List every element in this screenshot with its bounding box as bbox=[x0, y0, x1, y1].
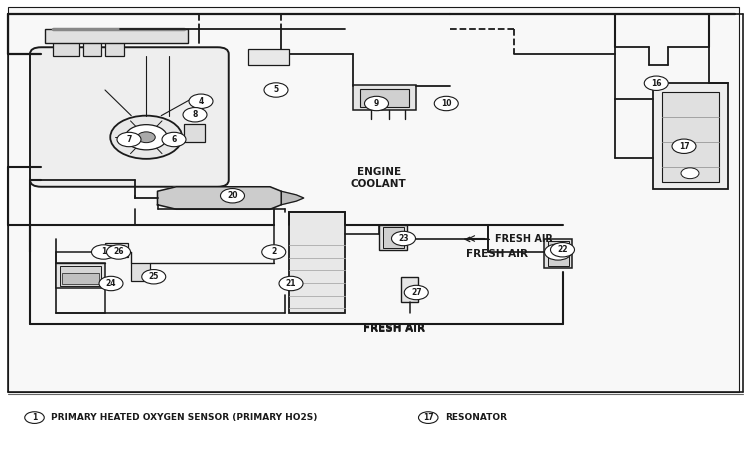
Circle shape bbox=[220, 189, 245, 203]
Circle shape bbox=[99, 276, 123, 291]
Text: 20: 20 bbox=[227, 191, 238, 200]
Text: 25: 25 bbox=[148, 272, 159, 281]
Bar bbox=[131, 263, 150, 281]
Circle shape bbox=[162, 132, 186, 147]
Bar bbox=[45, 29, 188, 43]
Text: 27: 27 bbox=[411, 288, 422, 297]
Circle shape bbox=[117, 132, 141, 147]
Circle shape bbox=[110, 116, 182, 159]
FancyBboxPatch shape bbox=[30, 47, 229, 187]
Circle shape bbox=[125, 125, 167, 150]
Bar bbox=[548, 241, 568, 266]
Text: 23: 23 bbox=[398, 234, 409, 243]
Bar bbox=[105, 38, 124, 56]
Bar bbox=[360, 89, 409, 107]
Text: FRESH AIR: FRESH AIR bbox=[363, 323, 424, 333]
Text: 8: 8 bbox=[192, 110, 198, 119]
Text: 2: 2 bbox=[272, 248, 276, 256]
Text: 4: 4 bbox=[198, 97, 203, 106]
Text: 7: 7 bbox=[126, 135, 132, 144]
Circle shape bbox=[681, 168, 699, 179]
Circle shape bbox=[183, 108, 207, 122]
Bar bbox=[382, 227, 404, 248]
Circle shape bbox=[364, 96, 388, 111]
Circle shape bbox=[544, 244, 572, 260]
Circle shape bbox=[137, 132, 155, 143]
Bar bbox=[184, 124, 205, 142]
Circle shape bbox=[262, 245, 286, 259]
Polygon shape bbox=[158, 187, 281, 209]
Text: FRESH AIR: FRESH AIR bbox=[466, 249, 528, 259]
Bar bbox=[105, 243, 128, 256]
Text: 21: 21 bbox=[286, 279, 296, 288]
Circle shape bbox=[644, 76, 668, 90]
Bar bbox=[379, 225, 407, 250]
Text: FRESH AIR: FRESH AIR bbox=[363, 324, 424, 333]
Text: 22: 22 bbox=[557, 245, 568, 254]
Bar bbox=[652, 83, 728, 189]
Circle shape bbox=[672, 139, 696, 153]
Polygon shape bbox=[281, 191, 304, 205]
Circle shape bbox=[404, 285, 428, 300]
Bar bbox=[60, 266, 101, 286]
Text: 10: 10 bbox=[441, 99, 452, 108]
Bar bbox=[82, 38, 101, 56]
Circle shape bbox=[279, 276, 303, 291]
Text: RESONATOR: RESONATOR bbox=[445, 413, 507, 422]
Bar bbox=[56, 263, 105, 288]
Bar bbox=[352, 86, 416, 110]
Circle shape bbox=[264, 83, 288, 97]
Circle shape bbox=[92, 245, 116, 259]
Bar bbox=[62, 273, 99, 284]
Bar bbox=[248, 50, 289, 65]
Text: 1: 1 bbox=[100, 248, 106, 256]
Circle shape bbox=[434, 96, 458, 111]
Bar bbox=[8, 7, 739, 392]
Text: 6: 6 bbox=[171, 135, 177, 144]
Bar bbox=[53, 38, 79, 56]
Circle shape bbox=[106, 245, 130, 259]
Circle shape bbox=[550, 243, 574, 257]
Text: 17: 17 bbox=[679, 142, 689, 151]
Text: ENGINE
COOLANT: ENGINE COOLANT bbox=[351, 166, 406, 189]
Text: 5: 5 bbox=[274, 86, 278, 94]
Circle shape bbox=[189, 94, 213, 108]
Circle shape bbox=[419, 412, 438, 423]
Text: 16: 16 bbox=[651, 79, 662, 88]
Circle shape bbox=[142, 270, 166, 284]
Bar bbox=[544, 238, 572, 268]
Text: 17: 17 bbox=[423, 413, 433, 422]
Circle shape bbox=[25, 412, 44, 423]
Text: 24: 24 bbox=[106, 279, 116, 288]
Text: 9: 9 bbox=[374, 99, 379, 108]
Bar bbox=[662, 92, 718, 182]
Bar bbox=[289, 212, 345, 313]
Bar bbox=[401, 277, 418, 302]
Text: FRESH AIR: FRESH AIR bbox=[466, 234, 553, 244]
Text: PRIMARY HEATED OXYGEN SENSOR (PRIMARY HO2S): PRIMARY HEATED OXYGEN SENSOR (PRIMARY HO… bbox=[51, 413, 317, 422]
Bar bbox=[109, 245, 124, 254]
Text: 26: 26 bbox=[113, 248, 124, 256]
Text: 1: 1 bbox=[32, 413, 37, 422]
Circle shape bbox=[392, 231, 416, 246]
